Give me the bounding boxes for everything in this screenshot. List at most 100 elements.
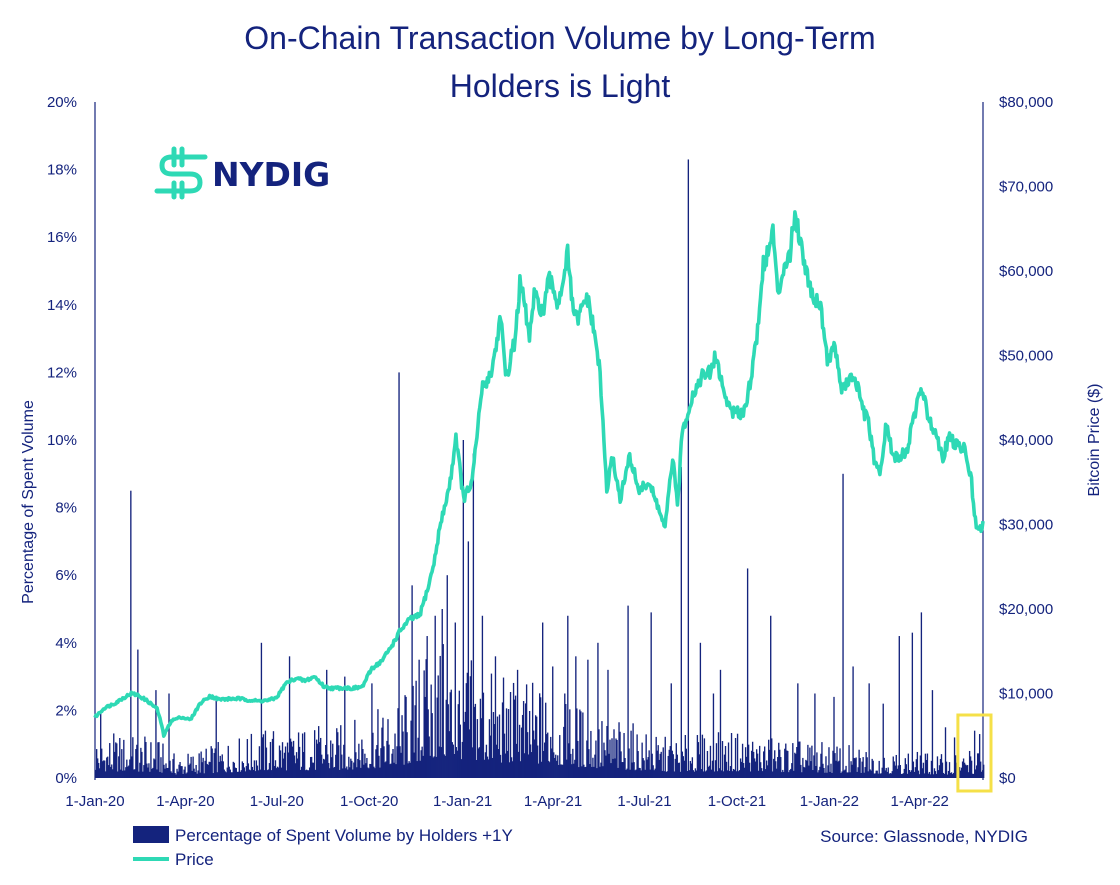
spent-volume-bar (591, 766, 593, 778)
spent-volume-bar (269, 741, 272, 778)
chart-title-line-2: Holders is Light (450, 68, 671, 104)
spent-volume-bar (235, 768, 237, 778)
spent-volume-bar (696, 735, 699, 778)
spent-volume-bar (807, 744, 809, 778)
spent-volume-bar (960, 767, 963, 778)
spent-volume-bar (933, 768, 936, 778)
spent-volume-bar (296, 758, 299, 778)
spent-volume-bar (370, 764, 372, 778)
spent-volume-bar (473, 706, 476, 778)
spent-volume-bar (109, 743, 111, 778)
spent-volume-bar (463, 721, 466, 778)
spent-volume-bar (825, 756, 827, 778)
nydig-logo: NYDIG (154, 146, 330, 200)
spent-volume-bar (412, 685, 414, 778)
spent-volume-bar (962, 758, 965, 778)
spent-volume-bar (919, 755, 922, 778)
spent-volume-bar (949, 773, 952, 778)
spent-volume-bar (811, 745, 813, 778)
spent-volume-bar (772, 771, 774, 778)
spent-volume-bar (761, 768, 763, 778)
spent-volume-bar (148, 763, 150, 778)
spent-volume-bar (767, 765, 769, 778)
spent-volume-bar (801, 772, 803, 778)
spent-volume-bar (583, 764, 585, 778)
spent-volume-bar (766, 760, 768, 778)
spent-volume-bar (795, 753, 797, 778)
spent-volume-bar (553, 752, 555, 778)
spent-volume-bar (534, 715, 537, 778)
spent-volume-bar (932, 774, 935, 778)
spent-volume-bar (517, 751, 520, 778)
spent-volume-bar (111, 764, 113, 778)
chart-title-line-1: On-Chain Transaction Volume by Long-Term (244, 20, 875, 56)
spent-volume-bar (743, 767, 746, 778)
spent-volume-bar (658, 759, 660, 778)
spent-volume-bar (670, 683, 672, 778)
spent-volume-bar (612, 758, 614, 778)
spent-volume-bar (481, 615, 484, 778)
spent-volume-bar (925, 759, 928, 778)
spent-volume-bar (452, 744, 454, 778)
spent-volume-bar (726, 770, 729, 778)
spent-volume-bar (854, 758, 856, 778)
spent-volume-bar (797, 683, 799, 778)
spent-volume-bar (191, 770, 193, 778)
legend-bar-label: Percentage of Spent Volume by Holders +1… (175, 826, 513, 845)
spent-volume-bar (557, 755, 559, 778)
spent-volume-bar (342, 768, 344, 778)
spent-volume-bar (983, 764, 985, 778)
spent-volume-bar (755, 749, 758, 778)
spent-volume-bar (233, 762, 235, 778)
spent-volume-bar (295, 752, 298, 778)
spent-volume-bar (201, 762, 203, 778)
spent-volume-bar (147, 767, 149, 778)
spent-volume-bar (802, 757, 804, 778)
spent-volume-bar (287, 752, 290, 778)
spent-volume-bar (906, 773, 909, 778)
spent-volume-bar (103, 760, 105, 778)
spent-volume-bar (95, 769, 97, 778)
spent-volume-bar (255, 760, 258, 778)
spent-volume-bar (424, 696, 426, 778)
spent-volume-bar (437, 675, 439, 778)
spent-volume-bar (685, 748, 688, 778)
y-left-tick-label: 16% (47, 229, 77, 246)
spent-volume-bar (389, 764, 391, 778)
spent-volume-bar (764, 746, 766, 778)
spent-volume-bar (326, 669, 328, 778)
spent-volume-bar (363, 764, 365, 778)
spent-volume-bar (577, 740, 579, 778)
spent-volume-bar (213, 752, 215, 778)
spent-volume-bar (526, 732, 529, 778)
spent-volume-bar (310, 756, 313, 778)
spent-volume-bar (617, 767, 619, 778)
spent-volume-bar (192, 756, 194, 778)
spent-volume-bar (468, 729, 471, 778)
spent-volume-bar (596, 768, 598, 778)
spent-volume-bar (861, 761, 863, 778)
spent-volume-bar (293, 755, 296, 778)
spent-volume-bar (853, 757, 855, 778)
spent-volume-bar (758, 745, 761, 778)
spent-volume-bar (297, 732, 300, 778)
spent-volume-bar (422, 755, 424, 778)
spent-volume-bar (283, 752, 286, 778)
spent-volume-bar (703, 738, 706, 778)
spent-volume-bar (975, 765, 978, 778)
spent-volume-bar (514, 695, 517, 778)
spent-volume-bar (356, 767, 358, 778)
spent-volume-bar (184, 766, 186, 778)
spent-volume-bar (930, 760, 933, 778)
spent-volume-bar (436, 697, 438, 778)
spent-volume-bar (319, 742, 321, 778)
spent-volume-bar (676, 754, 678, 778)
spent-volume-bar (588, 749, 590, 778)
spent-volume-bar (216, 772, 218, 778)
spent-volume-bar (371, 683, 373, 778)
spent-volume-bar (266, 770, 269, 778)
spent-volume-bar (162, 743, 164, 778)
spent-volume-bar (600, 762, 602, 778)
spent-volume-bar (195, 764, 197, 778)
spent-volume-bar (978, 734, 981, 778)
